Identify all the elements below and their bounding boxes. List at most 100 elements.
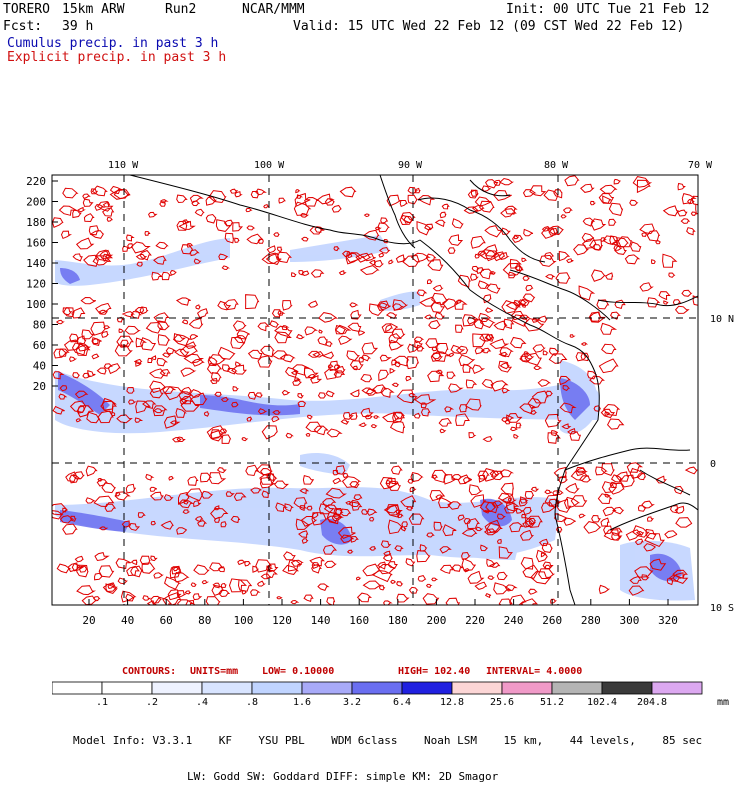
explicit-contour: [498, 546, 513, 559]
explicit-contour: [52, 503, 68, 516]
explicit-contour: [137, 512, 146, 518]
explicit-contour: [147, 357, 154, 363]
explicit-contour: [78, 565, 88, 573]
explicit-contour: [188, 317, 204, 329]
explicit-contour: [479, 200, 495, 213]
explicit-contour: [444, 406, 455, 413]
explicit-contour: [472, 333, 487, 348]
explicit-contour: [489, 338, 510, 350]
explicit-contour: [391, 359, 399, 366]
explicit-contour: [312, 351, 325, 358]
explicit-contour: [470, 273, 479, 281]
colorbar-label: 102.4: [587, 697, 617, 707]
explicit-contour: [392, 299, 409, 311]
explicit-contour: [504, 584, 518, 592]
explicit-contour: [681, 289, 693, 297]
explicit-contour: [317, 583, 330, 592]
explicit-contour: [414, 339, 423, 348]
explicit-contour: [176, 220, 188, 231]
explicit-contour: [676, 209, 688, 217]
explicit-contour: [87, 370, 96, 378]
coastline: [129, 175, 698, 605]
explicit-contour: [196, 308, 209, 319]
explicit-contour: [530, 571, 552, 585]
explicit-contour: [351, 501, 363, 511]
explicit-contour: [347, 322, 362, 332]
explicit-contour: [486, 522, 503, 533]
explicit-contour: [221, 434, 232, 444]
explicit-contour: [388, 259, 394, 265]
explicit-contour: [520, 598, 538, 605]
explicit-contour: [382, 238, 389, 244]
colorbar: .1 .2 .4 .8 1.6 3.2 6.4 12.8 25.6 51.2 102.4 204.8 m…: [52, 681, 729, 707]
colorbar-label: 204.8: [637, 697, 667, 707]
explicit-contour: [448, 234, 464, 246]
explicit-contour: [176, 194, 188, 204]
explicit-contour: [220, 521, 227, 528]
explicit-contour: [405, 375, 412, 382]
explicit-contour: [570, 495, 588, 507]
explicit-contour: [500, 482, 514, 496]
explicit-contour: [499, 469, 515, 478]
explicit-contour: [201, 490, 214, 499]
explicit-contour: [684, 466, 698, 475]
x-axis-label: 200: [426, 614, 446, 627]
explicit-contour: [318, 312, 339, 323]
explicit-contour: [643, 543, 656, 552]
explicit-contour: [245, 207, 253, 213]
explicit-contour: [134, 417, 144, 423]
explicit-contour: [515, 508, 525, 514]
explicit-contour: [430, 301, 446, 313]
explicit-contour: [213, 516, 220, 523]
explicit-contour: [234, 237, 240, 243]
explicit-contour: [448, 383, 464, 393]
explicit-contour: [259, 472, 278, 485]
explicit-contour: [441, 298, 461, 310]
explicit-contour: [417, 194, 436, 206]
explicit-contour: [199, 472, 212, 483]
colorbar-label: .1: [96, 697, 108, 707]
explicit-contour: [257, 408, 268, 415]
explicit-contour: [356, 592, 373, 603]
explicit-contour: [276, 596, 283, 600]
explicit-contour: [545, 274, 556, 280]
explicit-contour: [292, 378, 303, 386]
explicit-contour: [260, 345, 275, 358]
explicit-contour: [322, 497, 337, 507]
explicit-contour: [355, 252, 373, 263]
explicit-contour: [77, 206, 86, 213]
explicit-contour: [396, 389, 418, 404]
explicit-contour: [604, 411, 610, 416]
explicit-contour: [145, 321, 164, 334]
explicit-contour: [405, 506, 414, 511]
explicit-contour: [369, 259, 376, 266]
explicit-contour: [451, 473, 463, 481]
explicit-contour: [157, 320, 171, 331]
colorbar-label: 25.6: [490, 697, 514, 707]
explicit-contour: [547, 432, 561, 444]
explicit-contour: [121, 520, 131, 528]
explicit-contour: [431, 577, 439, 582]
explicit-contour: [184, 341, 197, 350]
explicit-contour: [383, 504, 399, 514]
explicit-contour: [518, 498, 528, 507]
explicit-contour: [324, 368, 341, 380]
explicit-contour: [624, 254, 641, 265]
explicit-contour: [278, 197, 286, 204]
explicit-contour: [101, 397, 117, 411]
explicit-contour: [290, 370, 298, 375]
explicit-contour: [540, 552, 547, 558]
explicit-contour: [462, 314, 479, 327]
explicit-contour: [486, 283, 501, 294]
explicit-contour: [467, 570, 485, 584]
explicit-contour: [397, 513, 404, 519]
explicit-contour: [637, 505, 648, 512]
explicit-contour: [501, 387, 511, 394]
explicit-contour: [416, 550, 431, 563]
explicit-contour: [217, 566, 226, 573]
explicit-contour: [424, 223, 434, 231]
colorbar-label: .4: [196, 697, 208, 707]
explicit-contour: [630, 241, 642, 252]
explicit-contour: [513, 433, 520, 439]
explicit-contour: [254, 392, 263, 398]
